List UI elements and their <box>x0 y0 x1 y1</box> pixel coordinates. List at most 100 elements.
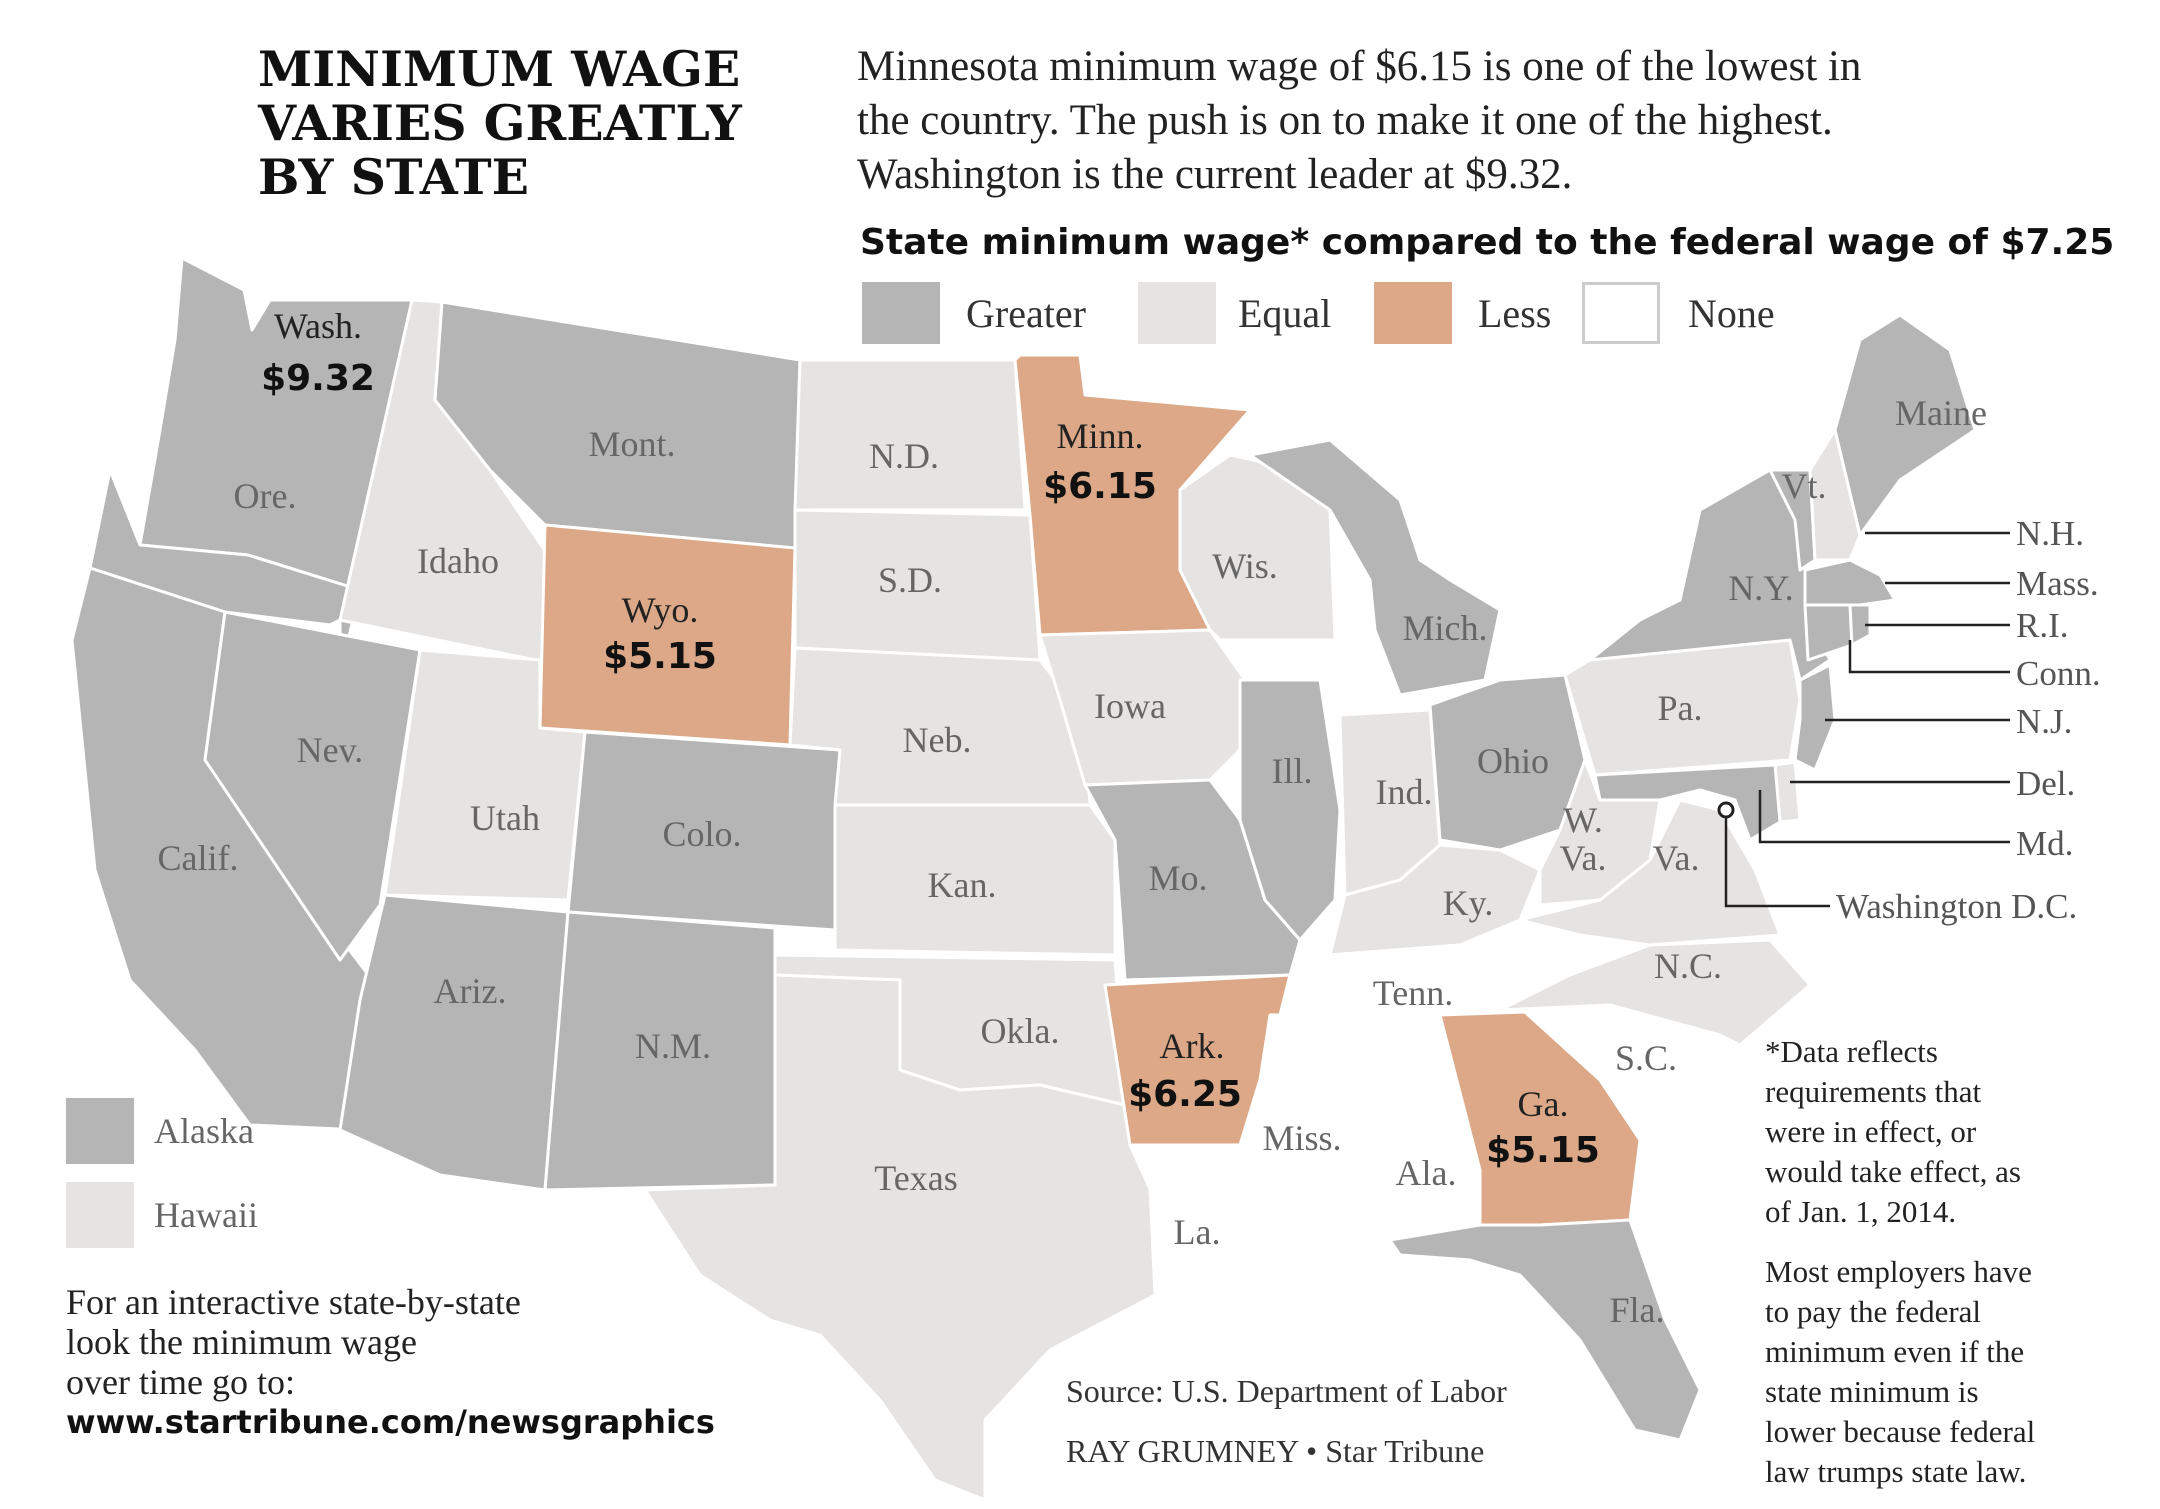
label-va: Va. <box>1653 838 1700 878</box>
label-mo: Mo. <box>1148 858 1207 898</box>
state-ma <box>1803 558 1897 607</box>
label-nc: N.C. <box>1654 946 1722 986</box>
state-wi <box>1178 453 1337 642</box>
legend-swatch-none <box>1582 282 1660 344</box>
label-wa: Wash. <box>274 306 362 346</box>
interactive-note: For an interactive state-by-state look t… <box>66 1282 826 1442</box>
footnote: *Data reflects requirements that were in… <box>1765 1032 2145 1232</box>
dc-marker <box>1717 801 1735 819</box>
inset-label-alaska: Alaska <box>154 1111 254 1151</box>
state-tx <box>643 973 1157 1502</box>
label-me: Maine <box>1895 393 1987 433</box>
label-ny: N.Y. <box>1728 568 1793 608</box>
label-wv-line1: W. <box>1563 800 1603 840</box>
label-in: Ind. <box>1376 772 1433 812</box>
cta-line: look the minimum wage <box>66 1322 417 1362</box>
footnote-line: of Jan. 1, 2014. <box>1765 1194 1957 1229</box>
state-nv <box>203 610 422 962</box>
label-la: La. <box>1174 1212 1221 1252</box>
state-ks <box>833 803 1117 957</box>
legend-label-greater: Greater <box>966 291 1086 336</box>
label-id: Idaho <box>417 541 499 581</box>
state-nd <box>793 358 1027 512</box>
note-line: Most employers have <box>1765 1254 2032 1289</box>
cta-line: over time go to: <box>66 1362 295 1402</box>
credit-text: RAY GRUMNEY • Star Tribune <box>1066 1433 1485 1469</box>
intro-line: Minnesota minimum wage of $6.15 is one o… <box>857 43 1862 90</box>
label-de: Del. <box>2016 764 2075 803</box>
label-or: Ore. <box>234 476 297 516</box>
state-nc <box>1498 938 1812 1047</box>
state-mi <box>1248 438 1502 697</box>
label-al: Ala. <box>1396 1153 1457 1193</box>
label-il: Ill. <box>1272 751 1313 791</box>
label-mi: Mich. <box>1403 608 1488 648</box>
label-ms: Miss. <box>1262 1118 1341 1158</box>
state-nh <box>1808 428 1862 562</box>
state-or <box>88 468 362 677</box>
legend-title: State minimum wage* compared to the fede… <box>860 222 2115 263</box>
leader-ct <box>1848 640 2010 674</box>
label-wv-line2: Va. <box>1560 838 1607 878</box>
legend-swatch-less <box>1374 282 1452 344</box>
label-ne: Neb. <box>903 720 972 760</box>
label-vt: Vt. <box>1782 466 1827 506</box>
state-ia <box>1038 628 1247 787</box>
label-ma: Mass. <box>2016 564 2099 603</box>
label-nd: N.D. <box>869 436 939 476</box>
state-ri <box>1848 603 1872 647</box>
label-md: Md. <box>2016 824 2073 863</box>
state-me <box>1833 313 1977 537</box>
label-ri: R.I. <box>2016 606 2069 645</box>
label-sc: S.C. <box>1615 1038 1677 1078</box>
footnote-line: requirements that <box>1765 1074 1982 1109</box>
label-ar: Ark. <box>1160 1026 1225 1066</box>
footnote-line: *Data reflects <box>1765 1034 1938 1069</box>
headline-line: VARIES GREATLY <box>258 94 742 152</box>
intro-line: Washington is the current leader at $9.3… <box>857 151 1573 198</box>
legend-swatch-equal <box>1138 282 1216 344</box>
label-ct: Conn. <box>2016 654 2101 693</box>
label-dc: Washington D.C. <box>1836 887 2077 926</box>
label-nh: N.H. <box>2016 514 2084 553</box>
note-line: minimum even if the <box>1765 1334 2025 1369</box>
employer-note: Most employers have to pay the federal m… <box>1765 1252 2145 1492</box>
leader-md <box>1758 790 2010 844</box>
label-ga: Ga. <box>1518 1084 1569 1124</box>
legend-label-equal: Equal <box>1238 291 1332 336</box>
state-al <box>1348 1013 1482 1247</box>
wage-ar: $6.25 <box>1128 1074 1242 1115</box>
wage-wy: $5.15 <box>603 636 717 677</box>
label-ut: Utah <box>470 798 540 838</box>
headline-line: MINIMUM WAGE <box>258 40 741 98</box>
label-co: Colo. <box>662 814 741 854</box>
inset-swatch-hawaii <box>66 1182 134 1248</box>
inset-label-hawaii: Hawaii <box>154 1195 258 1235</box>
wage-ga: $5.15 <box>1486 1130 1600 1171</box>
label-tn: Tenn. <box>1373 973 1453 1013</box>
label-oh: Ohio <box>1477 741 1549 781</box>
intro-text: Minnesota minimum wage of $6.15 is one o… <box>857 40 2057 202</box>
label-fl: Fla. <box>1609 1290 1664 1330</box>
state-az <box>338 893 570 1192</box>
note-line: lower because federal <box>1765 1414 2036 1449</box>
headline: MINIMUM WAGE VARIES GREATLY BY STATE <box>258 42 818 204</box>
cta-url-link[interactable]: www.startribune.com/newsgraphics <box>66 1403 715 1441</box>
label-ca: Calif. <box>158 838 239 878</box>
label-sd: S.D. <box>878 560 942 600</box>
label-az: Ariz. <box>434 971 507 1011</box>
legend-label-less: Less <box>1478 291 1552 336</box>
label-wi: Wis. <box>1212 546 1278 586</box>
state-wy <box>538 523 797 747</box>
label-ky: Ky. <box>1443 883 1494 923</box>
label-tx: Texas <box>874 1158 957 1198</box>
state-nj <box>1793 663 1837 772</box>
legend-label-none: None <box>1688 291 1775 336</box>
intro-line: the country. The push is on to make it o… <box>857 97 1833 144</box>
note-line: law trumps state law. <box>1765 1454 2027 1489</box>
footnote-line: would take effect, as <box>1765 1154 2021 1189</box>
state-vt <box>1768 468 1817 572</box>
label-ks: Kan. <box>928 865 997 905</box>
label-nm: N.M. <box>635 1026 711 1066</box>
